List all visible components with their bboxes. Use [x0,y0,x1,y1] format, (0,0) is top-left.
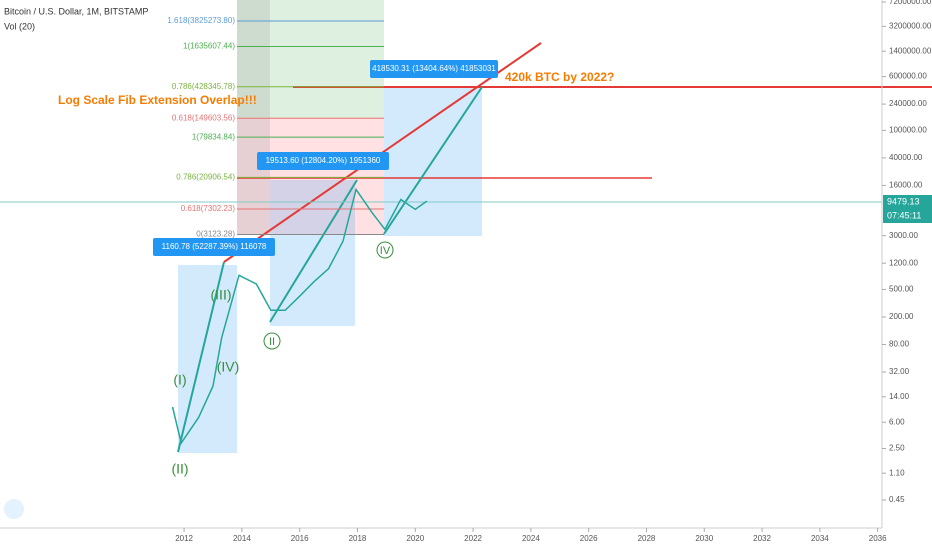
x-tick-label: 2020 [406,534,424,543]
last-price-box [883,195,932,209]
y-tick-label: 3200000.00 [889,21,932,30]
annotation: 420k BTC by 2022? [505,70,614,84]
y-tick-label: 200.00 [889,312,914,321]
y-tick-label: 600000.00 [889,72,927,81]
x-tick-label: 2016 [291,534,309,543]
fib-zone [237,0,384,118]
y-tick-label: 100000.00 [889,126,927,135]
wave-circle [376,241,394,259]
callout [257,152,389,170]
x-tick-label: 2012 [175,534,193,543]
x-tick-label: 2022 [464,534,482,543]
projection-line [383,86,483,235]
y-tick-label: 240000.00 [889,99,927,108]
y-tick-label: 14.00 [889,392,910,401]
x-tick-label: 2024 [522,534,540,543]
price-line [171,187,428,445]
y-tick-label: 0.45 [889,495,905,504]
projection-line [269,179,358,323]
y-tick-label: 6.00 [889,417,905,426]
wave-label: II [269,336,275,348]
y-tick-label: 1200.00 [889,258,918,267]
x-tick-label: 2036 [869,534,887,543]
annotation: Log Scale Fib Extension Overlap!!! [58,93,257,107]
fib-label: 0.618(7302.23) [181,204,236,213]
wave-label: (I) [173,372,186,388]
wave-label: (III) [211,287,232,303]
indicator: Vol (20) [4,21,35,31]
y-tick-label: 32.00 [889,367,910,376]
callout-text: 19513.60 (12804.20%) 1951360 [266,156,381,165]
y-tick-label: 7200000.00 [889,0,932,6]
fib-label: 1(1635607.44) [183,42,235,51]
x-tick-label: 2034 [811,534,829,543]
y-tick-label: 3000.00 [889,231,918,240]
fib-zone [237,0,270,234]
x-tick-label: 2026 [580,534,598,543]
countdown-box [883,209,932,223]
wave-label: (IV) [217,359,240,375]
x-tick-label: 2028 [638,534,656,543]
callout [153,238,275,256]
x-tick-label: 2018 [349,534,367,543]
fib-label: 1(79834.84) [192,132,235,141]
last-price: 9479.13 [887,196,920,206]
x-tick-label: 2030 [695,534,713,543]
callout [370,60,498,78]
fib-label: 0.618(149603.56) [172,113,236,122]
logo[interactable] [4,499,24,519]
callout-text: 1160.78 (52287.39%) 116078 [162,242,267,251]
symbol: Bitcoin / U.S. Dollar, 1M, BITSTAMP [4,6,148,16]
fib-label: 1.618(3825273.80) [167,16,235,25]
x-tick-label: 2032 [753,534,771,543]
callout-text: 418530.31 (13404.64%) 41853031 [372,64,496,73]
y-tick-label: 40000.00 [889,153,923,162]
wave-label: (II) [171,461,188,477]
y-tick-label: 16000.00 [889,181,923,190]
fib-label: 0.786(428345.78) [172,82,236,91]
wave-circle [263,332,281,350]
y-tick-label: 500.00 [889,285,914,294]
countdown: 07:45:11 [887,210,921,220]
measure-box [178,265,237,453]
fib-label: 0.786(20906.54) [176,172,235,181]
y-tick-label: 2.50 [889,444,905,453]
wave-label: IV [380,245,391,257]
y-tick-label: 1400000.00 [889,46,932,55]
y-tick-label: 80.00 [889,340,910,349]
x-tick-label: 2014 [233,534,251,543]
fib-label: 0(3123.28) [196,230,235,239]
y-tick-label: 1.10 [889,468,905,477]
projection-line [177,261,225,453]
